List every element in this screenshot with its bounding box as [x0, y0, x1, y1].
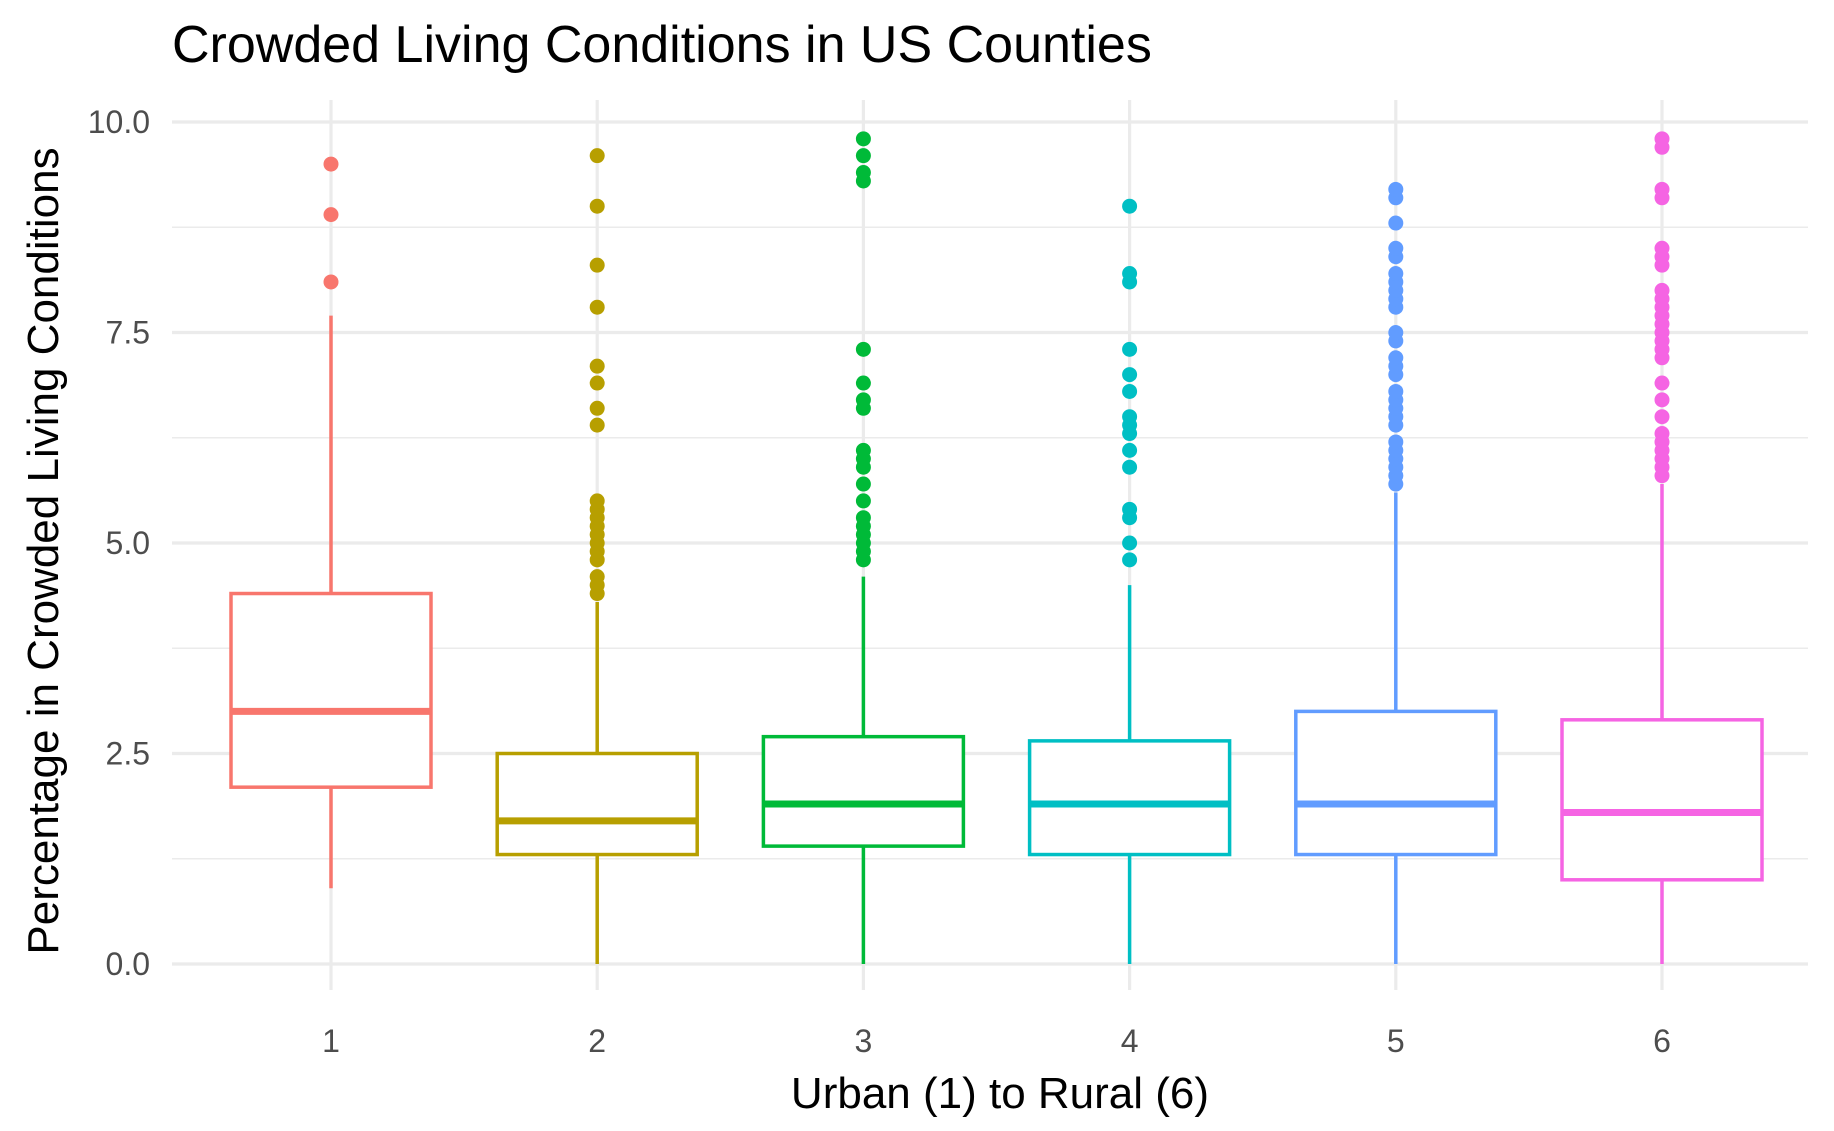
outlier-point — [589, 198, 605, 214]
box-group-2 — [495, 148, 699, 964]
x-tick-label: 5 — [1387, 1023, 1405, 1059]
outlier-point — [1654, 282, 1670, 298]
x-tick-label: 1 — [322, 1023, 340, 1059]
outlier-point — [589, 299, 605, 315]
outlier-point — [1388, 215, 1404, 231]
outlier-point — [1122, 409, 1138, 425]
outlier-point — [589, 569, 605, 585]
outlier-point — [1122, 383, 1138, 399]
x-axis-ticks: 1 2 3 4 5 6 — [322, 1023, 1671, 1059]
outlier-point — [1122, 367, 1138, 383]
outlier-point — [1122, 266, 1138, 282]
x-tick-label: 6 — [1653, 1023, 1671, 1059]
outlier-point — [855, 341, 871, 357]
box-group-3 — [761, 131, 966, 964]
y-tick-label: 2.5 — [106, 736, 150, 772]
outlier-point — [589, 148, 605, 164]
outlier-point — [1388, 434, 1404, 450]
outlier-point — [1122, 442, 1138, 458]
outlier-point — [1388, 383, 1404, 399]
box-iqr — [761, 734, 966, 848]
outlier-point — [1654, 392, 1670, 408]
y-tick-label: 5.0 — [106, 525, 150, 561]
x-axis-title: Urban (1) to Rural (6) — [791, 1069, 1209, 1118]
outlier-point — [1654, 375, 1670, 391]
chart-title: Crowded Living Conditions in US Counties — [172, 16, 1152, 74]
outlier-point — [1654, 409, 1670, 425]
outlier-point — [1388, 350, 1404, 366]
box-iqr — [1560, 718, 1764, 882]
outlier-point — [1388, 240, 1404, 256]
outlier-point — [855, 148, 871, 164]
outlier-point — [589, 417, 605, 433]
box-iqr — [495, 751, 699, 857]
outlier-point — [855, 375, 871, 391]
x-tick-label: 2 — [588, 1023, 606, 1059]
box-iqr — [229, 591, 433, 789]
outlier-point — [855, 442, 871, 458]
y-axis-ticks: 0.0 2.5 5.0 7.5 10.0 — [88, 104, 150, 982]
outlier-point — [1388, 325, 1404, 340]
y-axis-title: Percentage in Crowded Living Conditions — [19, 147, 68, 954]
outlier-point — [855, 165, 871, 181]
box-group-5 — [1294, 181, 1498, 964]
outlier-point — [1654, 181, 1670, 197]
outlier-point — [1654, 426, 1670, 442]
box-group-4 — [1027, 198, 1232, 964]
outlier-point — [855, 493, 871, 509]
y-tick-label: 10.0 — [88, 104, 150, 140]
outlier-point — [855, 392, 871, 408]
outlier-point — [1388, 266, 1404, 282]
outlier-point — [1388, 181, 1404, 197]
outlier-point — [589, 493, 605, 509]
outlier-point — [1122, 501, 1138, 517]
outlier-point — [323, 274, 339, 290]
outlier-point — [1654, 131, 1670, 147]
box-iqr — [1294, 709, 1498, 857]
outlier-point — [589, 400, 605, 416]
x-tick-label: 3 — [855, 1023, 873, 1059]
outlier-point — [1122, 552, 1138, 568]
box-group-1 — [229, 156, 433, 889]
outlier-point — [1122, 459, 1138, 475]
outlier-point — [589, 257, 605, 273]
box-iqr — [1027, 739, 1232, 857]
box-group-6 — [1560, 131, 1764, 964]
outlier-point — [589, 358, 605, 374]
outlier-point — [589, 375, 605, 391]
y-tick-label: 0.0 — [106, 946, 150, 982]
box-series — [229, 131, 1764, 964]
outlier-point — [1122, 341, 1138, 357]
outlier-point — [323, 156, 339, 172]
outlier-point — [323, 207, 339, 223]
outlier-point — [1122, 535, 1138, 551]
y-tick-label: 7.5 — [106, 315, 150, 351]
outlier-point — [855, 131, 871, 147]
x-tick-label: 4 — [1121, 1023, 1139, 1059]
outlier-point — [855, 510, 871, 526]
outlier-point — [1654, 240, 1670, 256]
outlier-point — [1122, 198, 1138, 214]
outlier-point — [855, 476, 871, 492]
